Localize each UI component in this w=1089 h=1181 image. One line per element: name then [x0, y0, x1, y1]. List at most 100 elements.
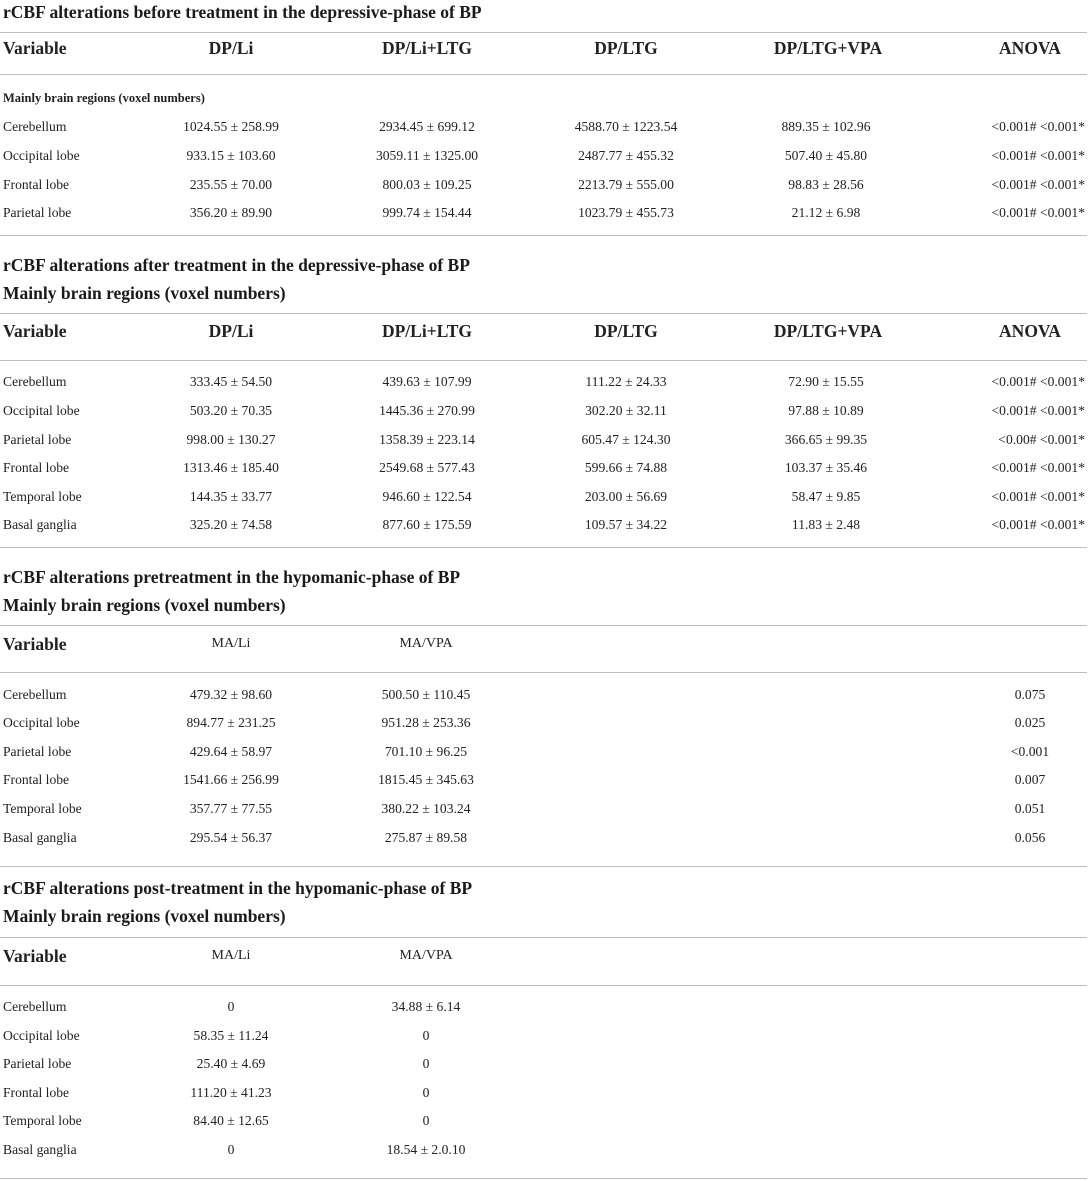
anova-cell: <0.001 — [1010, 744, 1050, 759]
table-cell: 1024.55 ± 258.99 — [183, 119, 279, 134]
section-title: rCBF alterations after treatment in the … — [3, 255, 470, 275]
row-label: Basal ganglia — [3, 517, 77, 532]
table-cell: 999.74 ± 154.44 — [382, 205, 472, 220]
table-cell: 21.12 ± 6.98 — [791, 205, 861, 220]
table-cell: 1313.46 ± 185.40 — [183, 460, 279, 475]
table-cell: 235.55 ± 70.00 — [189, 177, 273, 192]
anova-cell: 0.075 — [1014, 687, 1046, 702]
column-header: MA/Li — [211, 636, 251, 651]
table-top-rule — [0, 32, 1087, 33]
column-header: Variable — [3, 634, 67, 654]
table-cell: 0 — [227, 1142, 235, 1157]
table-cell: 18.54 ± 2.0.10 — [386, 1142, 466, 1157]
table-cell: 34.88 ± 6.14 — [391, 999, 461, 1014]
table-cell: 103.37 ± 35.46 — [784, 460, 868, 475]
table-cell: 439.63 ± 107.99 — [382, 374, 472, 389]
anova-cell: 0.051 — [1014, 801, 1046, 816]
header-rule — [0, 360, 1087, 361]
table-cell: 111.20 ± 41.23 — [190, 1085, 272, 1100]
table-cell: 429.64 ± 58.97 — [189, 744, 273, 759]
row-label: Parietal lobe — [3, 432, 72, 447]
table-cell: 701.10 ± 96.25 — [384, 744, 468, 759]
table-cell: 1445.36 ± 270.99 — [379, 403, 475, 418]
table-cell: 2934.45 ± 699.12 — [379, 119, 475, 134]
table-subheading: Mainly brain regions (voxel numbers) — [3, 91, 205, 105]
column-header: DP/Li+LTG — [381, 38, 473, 58]
table-cell: 800.03 ± 109.25 — [382, 177, 472, 192]
table-cell: 356.20 ± 89.90 — [189, 205, 273, 220]
anova-cell: <0.00# <0.001* — [998, 432, 1085, 447]
table-bottom-rule — [0, 1178, 1087, 1179]
header-rule — [0, 985, 1087, 986]
row-label: Frontal lobe — [3, 177, 70, 192]
row-label: Basal ganglia — [3, 1142, 77, 1157]
table-bottom-rule — [0, 866, 1087, 867]
row-label: Occipital lobe — [3, 715, 80, 730]
table-cell: 366.65 ± 99.35 — [784, 432, 868, 447]
anova-cell: <0.001# <0.001* — [991, 119, 1086, 134]
anova-cell: <0.001# <0.001* — [991, 403, 1086, 418]
anova-cell: 0.025 — [1014, 715, 1046, 730]
table-cell: 325.20 ± 74.58 — [189, 517, 273, 532]
table-cell: 507.40 ± 45.80 — [784, 148, 868, 163]
section-title: rCBF alterations pretreatment in the hyp… — [3, 567, 461, 587]
table-cell: 599.66 ± 74.88 — [584, 460, 668, 475]
row-label: Frontal lobe — [3, 460, 70, 475]
table-cell: 894.77 ± 231.25 — [186, 715, 276, 730]
table-cell: 889.35 ± 102.96 — [781, 119, 871, 134]
column-header: MA/VPA — [399, 636, 453, 651]
row-label: Cerebellum — [3, 687, 67, 702]
table-cell: 380.22 ± 103.24 — [381, 801, 471, 816]
row-label: Occipital lobe — [3, 148, 80, 163]
table-cell: 97.88 ± 10.89 — [788, 403, 864, 418]
row-label: Cerebellum — [3, 119, 67, 134]
table-top-rule — [0, 625, 1087, 626]
table-cell: 0 — [422, 1113, 430, 1128]
column-header: Variable — [3, 946, 67, 966]
table-cell: 877.60 ± 175.59 — [382, 517, 472, 532]
column-header: DP/LTG+VPA — [773, 321, 883, 341]
table-cell: 275.87 ± 89.58 — [384, 830, 468, 845]
table-cell: 203.00 ± 56.69 — [584, 489, 668, 504]
table-cell: 111.22 ± 24.33 — [585, 374, 667, 389]
column-header: DP/LTG — [594, 38, 658, 58]
header-rule — [0, 74, 1087, 75]
row-label: Cerebellum — [3, 374, 67, 389]
table-cell: 1358.39 ± 223.14 — [379, 432, 475, 447]
section-title: rCBF alterations before treatment in the… — [3, 2, 482, 22]
table-cell: 1023.79 ± 455.73 — [578, 205, 674, 220]
table-cell: 295.54 ± 56.37 — [189, 830, 273, 845]
column-header: DP/LTG — [594, 321, 658, 341]
table-cell: 302.20 ± 32.11 — [585, 403, 667, 418]
anova-cell: 0.007 — [1014, 772, 1046, 787]
anova-cell: 0.056 — [1014, 830, 1046, 845]
table-cell: 951.28 ± 253.36 — [381, 715, 471, 730]
anova-cell: <0.001# <0.001* — [991, 517, 1086, 532]
column-header: ANOVA — [999, 321, 1061, 341]
column-header: Variable — [3, 38, 67, 58]
table-cell: 0 — [422, 1085, 430, 1100]
table-cell: 2487.77 ± 455.32 — [578, 148, 674, 163]
table-cell: 333.45 ± 54.50 — [189, 374, 273, 389]
row-label: Basal ganglia — [3, 830, 77, 845]
row-label: Occipital lobe — [3, 403, 80, 418]
column-header: MA/VPA — [399, 948, 453, 963]
table-cell: 58.47 ± 9.85 — [791, 489, 861, 504]
column-header: DP/Li — [208, 38, 254, 58]
anova-cell: <0.001# <0.001* — [991, 460, 1086, 475]
table-cell: 357.77 ± 77.55 — [189, 801, 273, 816]
table-cell: 1541.66 ± 256.99 — [183, 772, 279, 787]
column-header: Variable — [3, 321, 67, 341]
table-cell: 500.50 ± 110.45 — [381, 687, 471, 702]
table-cell: 72.90 ± 15.55 — [788, 374, 864, 389]
row-label: Temporal lobe — [3, 489, 82, 504]
anova-cell: <0.001# <0.001* — [991, 177, 1086, 192]
row-label: Parietal lobe — [3, 744, 72, 759]
row-label: Frontal lobe — [3, 1085, 70, 1100]
row-label: Frontal lobe — [3, 772, 70, 787]
row-label: Occipital lobe — [3, 1028, 80, 1043]
table-cell: 144.35 ± 33.77 — [189, 489, 273, 504]
table-cell: 946.60 ± 122.54 — [382, 489, 472, 504]
table-cell: 0 — [227, 999, 235, 1014]
anova-cell: <0.001# <0.001* — [991, 148, 1086, 163]
